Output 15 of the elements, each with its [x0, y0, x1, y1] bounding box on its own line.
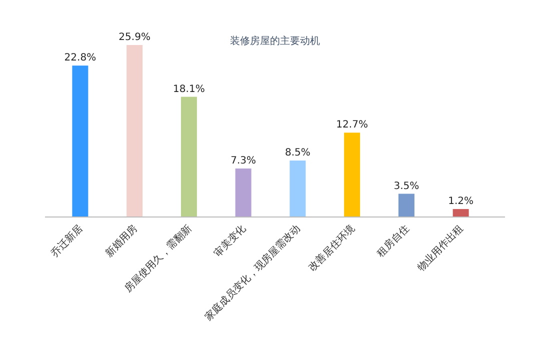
x-tick-label: 乔迁新居: [48, 222, 86, 260]
data-label: 7.3%: [230, 156, 256, 167]
data-label: 8.5%: [284, 148, 310, 159]
x-tick-label: 租房自住: [374, 222, 412, 260]
x-tick-label: 改善居住环境: [306, 222, 358, 274]
title: 装修房屋的主要动机: [230, 36, 320, 47]
x-tick-label: 审美变化: [212, 222, 248, 260]
data-label: 12.7%: [336, 120, 368, 131]
x-tick-label: 新婚用房: [102, 222, 140, 260]
data-label: 18.1%: [173, 84, 205, 95]
x-tick-label: 物业用作出租: [415, 222, 466, 274]
data-label: 3.5%: [394, 180, 420, 192]
data-label: 22.8%: [64, 52, 96, 64]
data-label: 1.2%: [448, 196, 474, 208]
data-label: 25.9%: [118, 32, 150, 43]
